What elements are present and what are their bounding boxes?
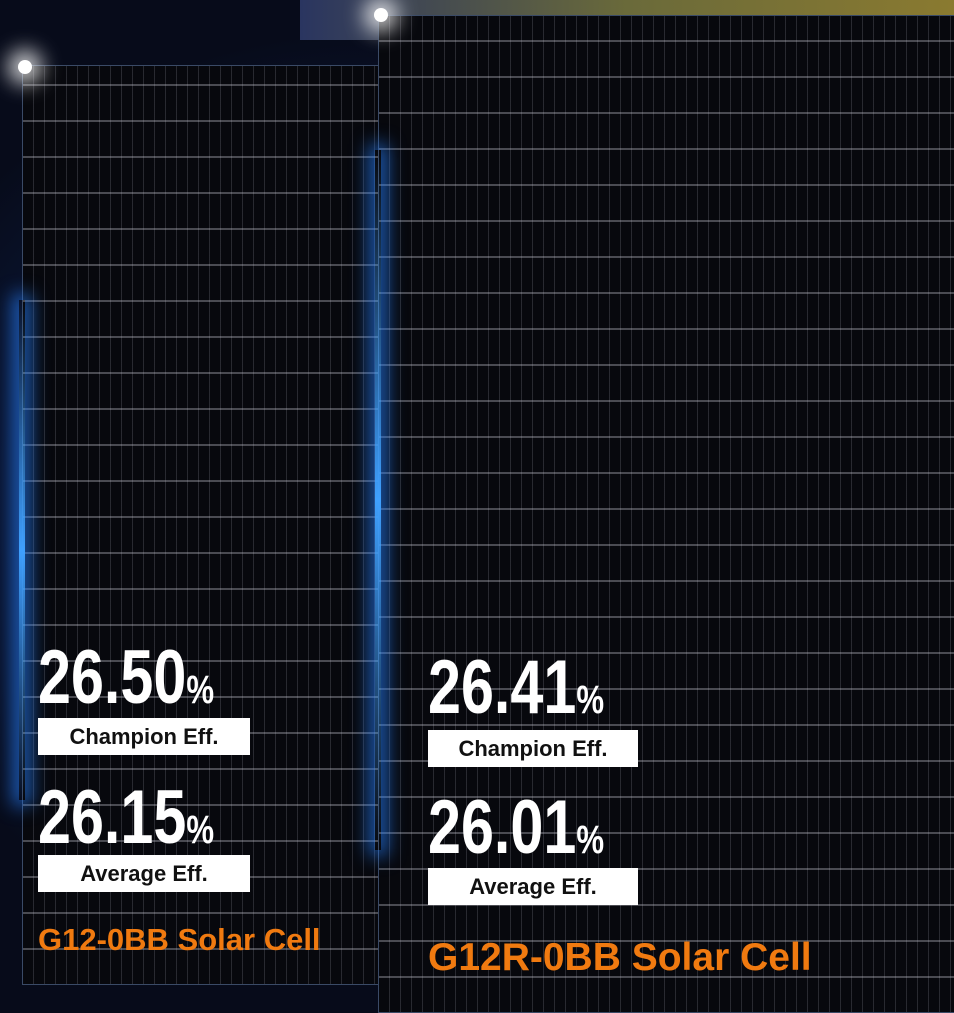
metric-unit: % <box>186 668 214 712</box>
metric-unit: % <box>186 808 214 852</box>
cell-name: G12-0BB Solar Cell <box>38 922 321 958</box>
metric-label: Champion Eff. <box>38 718 250 755</box>
metric-value: 26.50% <box>38 640 214 716</box>
metric-value: 26.41% <box>428 650 604 726</box>
cell-name: G12R-0BB Solar Cell <box>428 936 812 980</box>
glow <box>375 150 381 850</box>
metric-number: 26.50 <box>38 635 186 720</box>
glow <box>19 300 25 800</box>
page: 26.50%Champion Eff.26.15%Average Eff.G12… <box>0 0 954 1011</box>
metric-label: Average Eff. <box>428 868 638 905</box>
sparkle <box>18 60 32 74</box>
metric-value: 26.15% <box>38 780 214 856</box>
metric-number: 26.01 <box>428 785 576 870</box>
metric-label: Average Eff. <box>38 855 250 892</box>
metric-unit: % <box>576 818 604 862</box>
metric-value: 26.01% <box>428 790 604 866</box>
metric-label: Champion Eff. <box>428 730 638 767</box>
metric-number: 26.41 <box>428 645 576 730</box>
metric-unit: % <box>576 678 604 722</box>
sparkle <box>374 8 388 22</box>
metric-number: 26.15 <box>38 775 186 860</box>
